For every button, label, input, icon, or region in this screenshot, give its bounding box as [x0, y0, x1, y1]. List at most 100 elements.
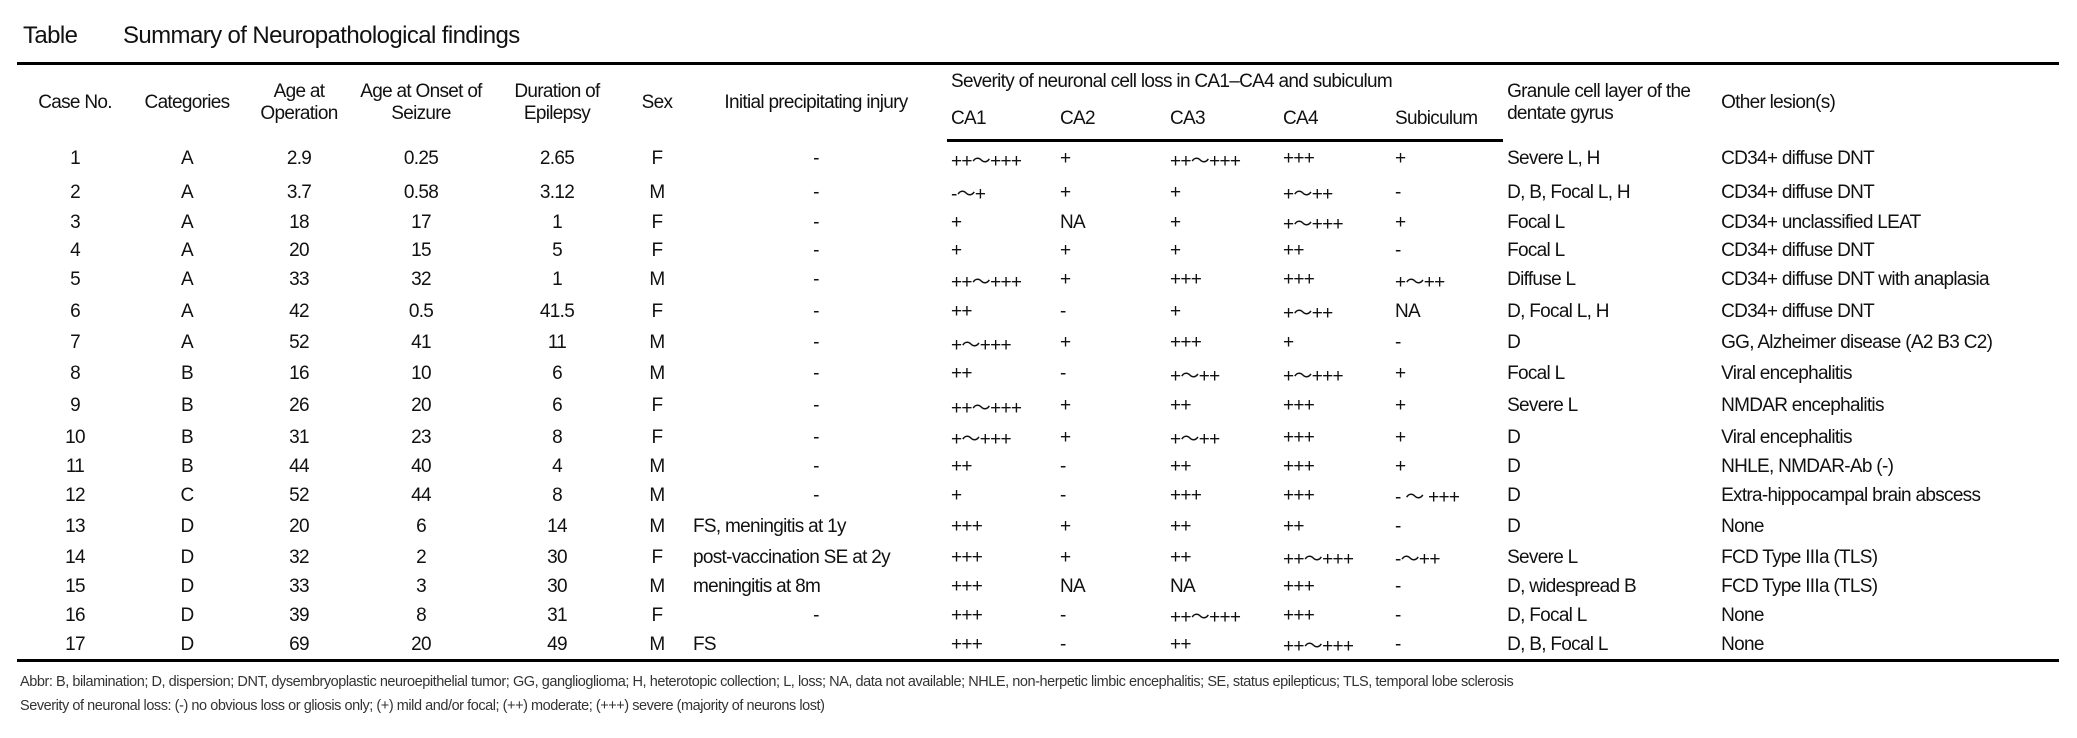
cell-injury: -	[813, 147, 819, 169]
header-other: Other lesion(s)	[1717, 62, 2060, 141]
cell-ca1: +〜+++	[951, 334, 1012, 356]
cell-duration: 31	[547, 604, 567, 626]
cell-ca1: -〜+	[951, 184, 986, 205]
cell-sex: F	[651, 211, 664, 233]
cell-granule-layer: D, Focal L, H	[1507, 300, 1609, 322]
cell-ca1: +	[951, 484, 962, 506]
cell-age-onset: 6	[416, 515, 427, 537]
cell-case-no: 12	[65, 484, 85, 506]
cell-ca3: +	[1170, 181, 1181, 203]
cell-age-operation: 39	[289, 604, 309, 626]
header-row: Case No. Categories Age at Operation Age…	[17, 62, 2060, 141]
cell-injury: FS	[685, 630, 947, 662]
cell-granule-layer: Focal L	[1507, 211, 1565, 233]
cell-subiculum: -	[1391, 630, 1504, 662]
cell-subiculum: - 〜 +++	[1395, 487, 1460, 508]
cell-sex: M	[629, 630, 685, 662]
cell-age-operation: 2.9	[286, 147, 312, 169]
header-age-onset: Age at Onset of Seizure	[357, 62, 485, 141]
cell-ca4: +++	[1283, 455, 1315, 477]
cell-case-no: 2	[70, 181, 81, 203]
cell-duration: 5	[552, 239, 563, 261]
cell-ca1: +++	[951, 515, 983, 537]
cell-duration: 41.5	[539, 300, 575, 322]
cell-other-lesion: CD34+ unclassified LEAT	[1721, 211, 1921, 233]
cell-category: D	[180, 604, 194, 626]
cell-ca4: +++	[1283, 426, 1315, 448]
cell-granule-layer: D	[1507, 515, 1521, 537]
cell-duration: 6	[552, 363, 563, 384]
cell-subiculum: +	[1395, 426, 1406, 448]
cell-age-operation: 31	[289, 426, 309, 448]
cell-case-no: 8	[70, 363, 81, 384]
cell-ca2: -	[1060, 363, 1066, 384]
cell-category: A	[181, 300, 194, 322]
cell-injury: -	[813, 455, 819, 477]
cell-sex: M	[649, 484, 665, 506]
cell-other-lesion: None	[1717, 630, 2060, 662]
cell-ca4: +〜+++	[1283, 214, 1344, 235]
cell-ca2: -	[1060, 455, 1066, 477]
cell-ca1: +++	[951, 604, 983, 626]
cell-ca4: +++	[1283, 604, 1315, 626]
cell-case-no: 10	[65, 426, 85, 448]
cell-duration: 8	[552, 426, 563, 448]
cell-duration: 30	[547, 575, 567, 597]
table-row: 1 A 2.9 0.25 2.65 F - ++〜+++ + ++〜+++ +++ + Severe L…	[17, 141, 2059, 177]
cell-sex: F	[651, 300, 664, 322]
cell-ca2: NA	[1060, 211, 1086, 233]
header-categories: Categories	[133, 62, 241, 141]
table-row: 13 D 20 6 14 M FS, meningitis at 1y +++ + ++ ++ - D N…	[17, 511, 2059, 543]
cell-ca1: ++〜+++	[951, 397, 1022, 419]
cell-injury: -	[813, 426, 819, 448]
cell-ca2: +	[1060, 515, 1071, 537]
cell-ca4: +〜+++	[1283, 365, 1344, 387]
cell-category: B	[181, 455, 194, 477]
cell-other-lesion: CD34+ diffuse DNT with anaplasia	[1721, 269, 1990, 290]
cell-ca2: -	[1060, 604, 1066, 626]
cell-granule-layer: D	[1507, 484, 1521, 506]
cell-ca4: ++	[1283, 239, 1304, 261]
cell-duration: 14	[547, 515, 567, 537]
cell-case-no: 16	[65, 604, 85, 626]
cell-ca2: +	[1060, 546, 1071, 568]
cell-age-operation: 44	[289, 455, 309, 477]
table-row: 2 A 3.7 0.58 3.12 M - -〜+ + + +〜++ - D, B, Focal L, …	[17, 177, 2059, 209]
cell-subiculum: +〜++	[1395, 271, 1445, 293]
cell-other-lesion: None	[1721, 515, 1764, 537]
cell-other-lesion: FCD Type IIIa (TLS)	[1721, 546, 1878, 568]
cell-ca2: -	[1060, 300, 1066, 322]
cell-ca1: ++	[951, 363, 972, 384]
cell-age-operation: 52	[289, 484, 309, 506]
cell-age-onset: 20	[357, 630, 485, 662]
cell-category: B	[181, 426, 194, 448]
cell-duration: 30	[547, 546, 567, 568]
cell-age-onset: 8	[416, 604, 427, 626]
cell-ca4: +++	[1283, 395, 1315, 416]
header-granule: Granule cell layer of the dentate gyrus	[1503, 62, 1718, 141]
cell-sex: F	[651, 426, 664, 448]
cell-category: D	[180, 575, 194, 597]
cell-age-operation: 16	[289, 363, 309, 384]
cell-granule-layer: D	[1507, 426, 1521, 448]
cell-subiculum: -	[1395, 515, 1401, 537]
header-severity-group: Severity of neuronal cell loss in CA1–CA…	[947, 62, 1504, 100]
cell-duration: 3.12	[539, 181, 575, 203]
cell-case-no: 11	[65, 455, 85, 477]
cell-sex: F	[651, 147, 664, 169]
cell-sex: M	[649, 332, 665, 353]
cell-ca4: +++	[1283, 484, 1315, 506]
header-ca1: CA1	[947, 99, 1056, 142]
table-row: 4 A 20 15 5 F - + + + ++ - Focal L CD34+ diffuse DNT	[17, 237, 2059, 265]
cell-injury: meningitis at 8m	[693, 575, 821, 597]
cell-age-onset: 10	[411, 363, 431, 384]
cell-duration: 4	[552, 455, 563, 477]
footnote-abbreviations: Abbr: B, bilamination; D, dispersion; DN…	[20, 674, 1514, 690]
cell-ca3: +〜++	[1170, 365, 1220, 387]
cell-granule-layer: Focal L	[1507, 239, 1565, 261]
cell-ca1: ++	[951, 300, 972, 322]
cell-case-no: 13	[65, 515, 85, 537]
cell-ca1: +	[951, 211, 962, 233]
cell-case-no: 3	[70, 211, 81, 233]
header-ca3: CA3	[1166, 99, 1279, 142]
